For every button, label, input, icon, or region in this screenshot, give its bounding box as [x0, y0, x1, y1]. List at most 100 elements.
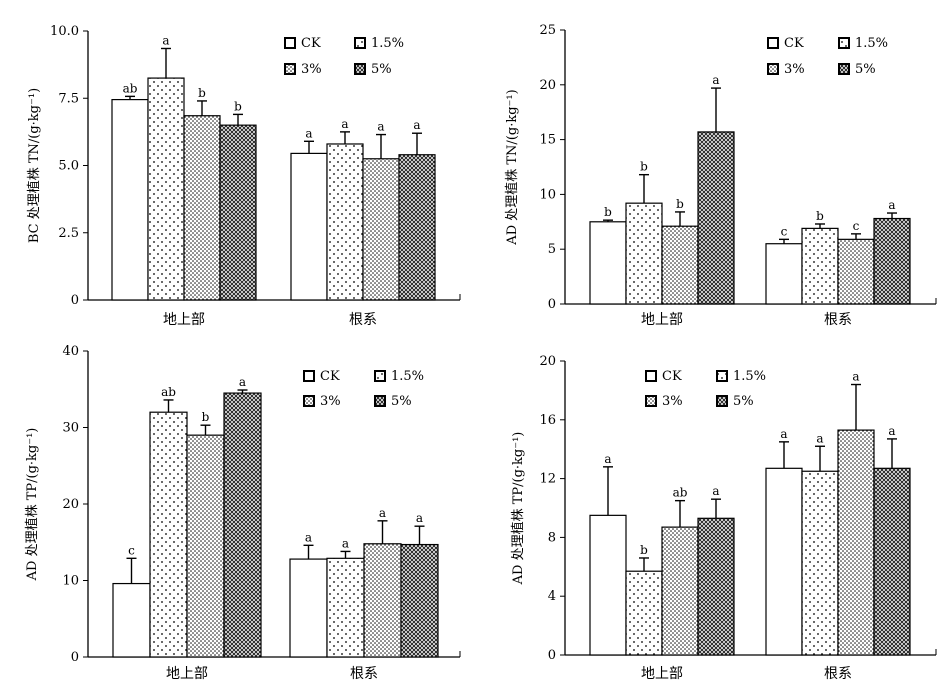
- panel-ad-tp-right-significance-letter: a: [712, 484, 719, 498]
- panel-ad-tp-left-legend-swatch-ck: [303, 370, 315, 382]
- panel-ad-tp-left-significance-letter: a: [416, 511, 423, 525]
- panel-ad-tp-left-category-label: 地上部: [166, 666, 208, 682]
- panel-ad-tp-left: 0 10 20 30 40 AD 处理植株 TP/(g·kg⁻¹) c ab b a 地上部 a a a a…: [25, 344, 461, 682]
- panel-bc-tn-legend-swatch-5: [354, 63, 366, 75]
- panel-ad-tn-legend-swatch-ck: [767, 37, 779, 49]
- panel-bc-tn-y-label: BC 处理植株 TN/(g·kg⁻¹): [27, 88, 42, 243]
- panel-ad-tn-y-label: AD 处理植株 TN/(g·kg⁻¹): [505, 89, 520, 245]
- panel-bc-tn-legend-label-ck: CK: [301, 36, 321, 51]
- panel-ad-tn-legend-swatch-3: [767, 63, 779, 75]
- panel-bc-tn-bar-3-0: [183, 115, 221, 301]
- panel-bc-tn-y-tick-label: 7.5: [58, 91, 79, 106]
- panel-ad-tp-right-bar-ck-1: [765, 467, 803, 656]
- panel-bc-tn-significance-letter: b: [234, 99, 242, 113]
- panel-ad-tp-left-category-label: 根系: [350, 666, 378, 682]
- panel-ad-tp-right-bar-3-0: [661, 526, 699, 656]
- panel-bc-tn-legend-swatch-ck: [284, 37, 296, 49]
- panel-ad-tp-right-significance-letter: b: [640, 543, 648, 557]
- panel-ad-tn-y-tick-label: 5: [548, 242, 556, 257]
- panel-ad-tp-left-y-tick-label: 20: [62, 497, 79, 512]
- panel-ad-tp-right-legend-swatch-ck: [645, 370, 657, 382]
- panel-ad-tn-bar-1-5-1: [801, 227, 839, 305]
- panel-bc-tn-category-label: 地上部: [163, 312, 205, 328]
- panel-ad-tn-significance-letter: b: [676, 197, 684, 211]
- panel-ad-tp-left-legend-label-5: 5%: [391, 394, 412, 409]
- panel-ad-tp-right-legend-label-5: 5%: [733, 394, 754, 409]
- panel-ad-tn-significance-letter: b: [604, 205, 612, 219]
- panel-ad-tn-legend-swatch-1-5: [838, 37, 850, 49]
- panel-ad-tn-bar-5-0: [697, 131, 735, 305]
- panel-ad-tn-category-label: 地上部: [641, 312, 683, 328]
- panel-ad-tp-right-bar-5-1: [873, 467, 911, 656]
- panel-ad-tn-bar-3-1: [837, 238, 875, 305]
- panel-ad-tp-right-bar-3-1: [837, 429, 875, 656]
- panel-ad-tn-bar-ck-0: [589, 221, 627, 305]
- panel-bc-tn-significance-letter: a: [162, 33, 169, 47]
- panel-bc-tn-bar-5-0: [219, 124, 257, 301]
- panel-ad-tp-right-legend-swatch-3: [645, 395, 657, 407]
- panel-ad-tp-left-bar-3-0: [186, 434, 225, 658]
- panel-bc-tn-significance-letter: ab: [123, 81, 138, 95]
- panel-bc-tn-legend-label-1-5: 1.5%: [371, 36, 404, 51]
- panel-bc-tn-bar-5-1: [398, 154, 436, 301]
- panel-ad-tn-y-tick-label: 0: [548, 297, 556, 312]
- panel-ad-tp-left-significance-letter: a: [305, 530, 312, 544]
- panel-ad-tn-y-tick-label: 10: [539, 187, 556, 202]
- panel-ad-tn-legend-label-3: 3%: [784, 62, 805, 77]
- panel-ad-tn-significance-letter: c: [853, 219, 860, 233]
- panel-ad-tn-significance-letter: a: [712, 73, 719, 87]
- panel-ad-tp-left-y-tick-label: 40: [62, 344, 79, 359]
- panel-ad-tn-y-tick-label: 20: [539, 78, 556, 93]
- panel-ad-tp-right-y-label: AD 处理植株 TP/(g·kg⁻¹): [511, 432, 526, 586]
- panel-ad-tn-bar-ck-1: [765, 243, 803, 305]
- panel-ad-tn-significance-letter: b: [640, 160, 648, 174]
- panel-ad-tp-right-significance-letter: a: [888, 424, 895, 438]
- panel-bc-tn-category-label: 根系: [349, 312, 377, 328]
- panel-ad-tp-right-y-tick-label: 16: [539, 413, 556, 428]
- panel-ad-tp-left-significance-letter: c: [128, 543, 135, 557]
- panel-ad-tp-right-significance-letter: a: [604, 452, 611, 466]
- panel-ad-tp-right-y-tick-label: 0: [548, 648, 556, 663]
- panel-ad-tp-left-significance-letter: ab: [161, 385, 176, 399]
- panel-ad-tp-left-bar-ck-0: [112, 582, 151, 658]
- panel-ad-tp-left-bar-1-5-0: [149, 411, 188, 658]
- panel-bc-tn: 02.55.07.510.0BC 处理植株 TN/(g·kg⁻¹) ababb地上…: [27, 24, 461, 328]
- panel-ad-tn-y-tick-label: 25: [539, 23, 556, 38]
- panel-ad-tp-left-legend-swatch-1-5: [374, 370, 386, 382]
- panel-bc-tn-y-tick-label: 10.0: [50, 24, 79, 39]
- panel-ad-tp-right-legend-label-3: 3%: [662, 394, 683, 409]
- panel-bc-tn-significance-letter: a: [377, 120, 384, 134]
- panel-ad-tp-right-bar-5-0: [697, 517, 735, 656]
- panel-ad-tp-left-bar-ck-1: [289, 558, 328, 658]
- panel-bc-tn-legend-label-3: 3%: [301, 62, 322, 77]
- panel-ad-tp-right-y-tick-label: 8: [548, 530, 556, 545]
- panel-ad-tp-left-y-tick-label: 30: [62, 421, 79, 436]
- panel-ad-tp-right-legend-swatch-1-5: [716, 370, 728, 382]
- panel-ad-tp-right-significance-letter: a: [780, 427, 787, 441]
- panel-ad-tp-right-category-label: 地上部: [641, 666, 683, 682]
- panel-bc-tn-significance-letter: b: [198, 86, 206, 100]
- panel-bc-tn-legend-swatch-3: [284, 63, 296, 75]
- panel-ad-tn-significance-letter: b: [816, 209, 824, 223]
- panel-ad-tn-y-tick-label: 15: [539, 133, 556, 148]
- panel-ad-tp-right-bar-1-5-1: [801, 470, 839, 656]
- panel-ad-tp-left-significance-letter: a: [239, 375, 246, 389]
- panel-ad-tp-right-bar-ck-0: [589, 514, 627, 656]
- panel-ad-tp-right-y-tick-label: 12: [539, 472, 556, 487]
- panel-ad-tp-left-significance-letter: a: [379, 506, 386, 520]
- panel-bc-tn-bar-ck-1: [290, 152, 328, 301]
- panel-bc-tn-legend-swatch-1-5: [354, 37, 366, 49]
- panel-ad-tp-left-legend-label-1-5: 1.5%: [391, 369, 424, 384]
- panel-ad-tp-right-legend-label-ck: CK: [662, 369, 682, 384]
- panel-ad-tp-left-bar-5-0: [223, 392, 262, 658]
- panel-ad-tp-right-y-tick-label: 4: [548, 589, 556, 604]
- panel-bc-tn-bar-1-5-0: [147, 77, 185, 301]
- panel-ad-tp-right-legend-swatch-5: [716, 395, 728, 407]
- panel-ad-tp-right-y-tick-label: 20: [539, 354, 556, 369]
- panel-ad-tp-left-significance-letter: a: [342, 536, 349, 550]
- panel-ad-tp-left-legend-label-ck: CK: [320, 369, 340, 384]
- panel-ad-tn-legend-label-1-5: 1.5%: [855, 36, 888, 51]
- panel-ad-tp-left-bar-3-1: [363, 543, 402, 658]
